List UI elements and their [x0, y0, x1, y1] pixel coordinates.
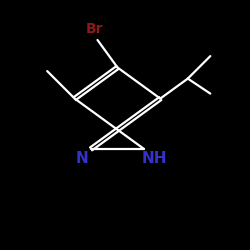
Text: Br: Br: [86, 22, 104, 36]
Text: N: N: [76, 152, 89, 166]
Text: NH: NH: [141, 152, 167, 166]
